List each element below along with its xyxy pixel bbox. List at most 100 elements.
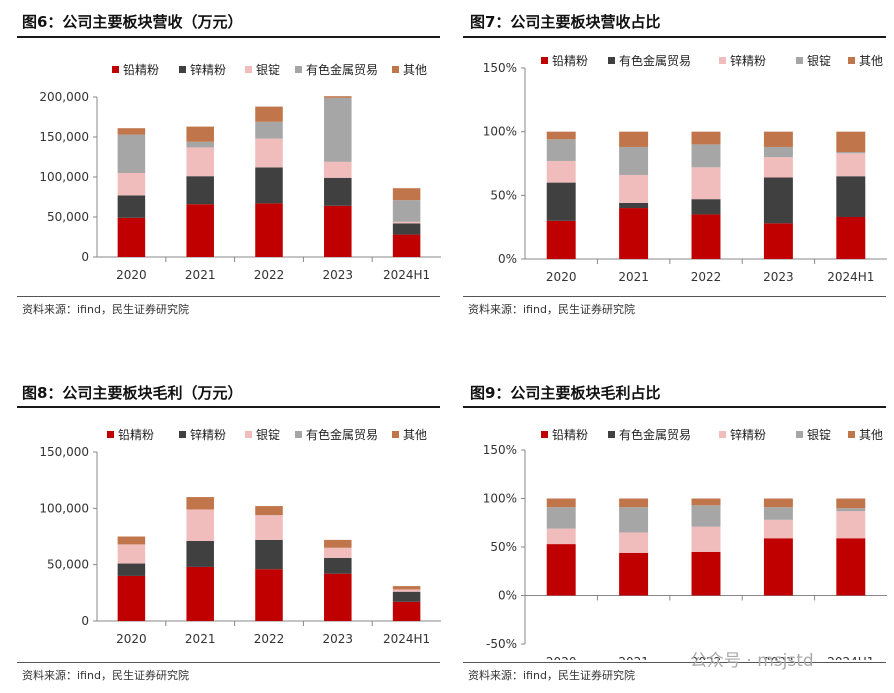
x-tick-label: 2023 xyxy=(323,632,354,646)
bar-segment xyxy=(392,221,421,224)
bar-segment xyxy=(186,541,214,567)
bar-segment xyxy=(619,202,649,209)
legend-swatch xyxy=(796,431,803,438)
bar-segment xyxy=(691,505,721,527)
x-tick-label: 2022 xyxy=(691,655,722,660)
bar-segment xyxy=(836,508,866,512)
source-rule xyxy=(463,662,886,663)
x-tick-label: 2023 xyxy=(323,268,354,282)
bar-segment xyxy=(392,200,421,222)
x-tick-label: 2024H1 xyxy=(383,268,430,282)
x-tick-label: 2020 xyxy=(546,655,577,660)
legend-label: 银锭 xyxy=(256,63,280,77)
bar-segment xyxy=(255,506,283,516)
bar-segment xyxy=(619,146,649,175)
bar-segment xyxy=(763,177,793,224)
legend-swatch xyxy=(245,66,252,73)
legend-swatch xyxy=(112,66,119,73)
legend-swatch xyxy=(295,431,302,438)
bar-segment xyxy=(836,216,866,259)
legend-label: 其他 xyxy=(859,428,883,442)
bar-segment xyxy=(836,153,866,177)
profit-chart: 0 50,000 100,000 150,000 2020 2021 2022 2023 202… xyxy=(39,427,441,646)
bar-segment xyxy=(186,566,214,621)
legend-swatch xyxy=(179,66,186,73)
bar-segment xyxy=(546,498,576,508)
bar-segment xyxy=(763,131,793,147)
bar-segment xyxy=(836,152,866,154)
bar-segment xyxy=(836,511,866,539)
bar-segment xyxy=(117,563,146,576)
bar-segment xyxy=(117,217,146,257)
legend-label: 有色金属贸易 xyxy=(619,427,691,442)
bar-segment xyxy=(546,131,576,140)
chart-title: 图7：公司主要板块营收占比 xyxy=(470,13,661,31)
legend-label: 其他 xyxy=(403,428,427,442)
bar-segment xyxy=(324,557,352,574)
legend-label: 银锭 xyxy=(256,428,280,442)
legend-label: 铅精粉 xyxy=(118,428,154,442)
bar-segment xyxy=(186,204,214,257)
x-tick-label: 2021 xyxy=(618,655,649,660)
legend-label: 锌精粉 xyxy=(730,54,766,68)
legend-label: 银锭 xyxy=(807,428,831,442)
bar-segment xyxy=(392,188,421,201)
bar-segment xyxy=(691,144,721,168)
bar-segment xyxy=(117,544,146,564)
source-note: 资料来源：ifind，民生证券研究院 xyxy=(468,669,635,682)
source-rule xyxy=(17,662,440,663)
x-tick-label: 2024H1 xyxy=(827,655,874,660)
y-tick-label: -50% xyxy=(486,637,517,651)
source-note: 资料来源：ifind，民生证券研究院 xyxy=(22,669,189,682)
x-tick-label: 2023 xyxy=(763,655,794,660)
bar-segment xyxy=(619,532,649,553)
bar-segment xyxy=(763,223,793,259)
bar-segment xyxy=(186,141,214,148)
bar-segment xyxy=(117,173,146,196)
legend-swatch xyxy=(796,57,803,64)
bar-segment xyxy=(324,97,352,162)
bar-segment xyxy=(255,167,283,204)
bar-segment xyxy=(763,157,793,178)
legend-label: 有色金属贸易 xyxy=(306,427,378,442)
x-tick-label: 2020 xyxy=(116,632,147,646)
bar-segment xyxy=(691,131,721,145)
y-tick-label: 50% xyxy=(490,540,517,554)
bar-segment xyxy=(392,223,421,235)
bar-segment xyxy=(691,214,721,259)
bar-segment xyxy=(255,121,283,139)
bar-segment xyxy=(255,106,283,122)
bar-segment xyxy=(763,146,793,158)
bar-segment xyxy=(392,591,421,602)
legend-swatch xyxy=(541,431,548,438)
bar-segment xyxy=(117,536,146,545)
legend-label: 铅精粉 xyxy=(552,428,588,442)
bar-segment xyxy=(619,174,649,203)
x-tick-label: 2024H1 xyxy=(383,632,430,646)
bar-segment xyxy=(691,526,721,552)
legend-swatch xyxy=(107,431,114,438)
legend-swatch xyxy=(245,431,252,438)
bar-segment xyxy=(255,515,283,540)
x-tick-label: 2020 xyxy=(116,268,147,282)
y-tick-label: 0% xyxy=(498,252,517,266)
bar-segment xyxy=(255,569,283,621)
legend-label: 有色金属贸易 xyxy=(306,62,378,77)
bar-segment xyxy=(619,552,649,596)
bar-segment xyxy=(324,177,352,206)
y-tick-label: 100,000 xyxy=(39,170,89,184)
legend-label: 其他 xyxy=(403,63,427,77)
legend-label: 锌精粉 xyxy=(190,63,226,77)
bar-segment xyxy=(546,139,576,161)
y-tick-label: 100,000 xyxy=(39,501,89,515)
x-tick-label: 2021 xyxy=(618,270,649,284)
bar-segment xyxy=(546,182,576,221)
source-rule xyxy=(463,296,886,297)
bar-segment xyxy=(691,167,721,200)
bar-segment xyxy=(691,551,721,596)
bar-segment xyxy=(691,498,721,506)
bar-segment xyxy=(392,589,421,592)
revenue-chart: 0 50,000 100,000 150,000 200,000 2020 2021 2022… xyxy=(39,62,441,282)
bar-segment xyxy=(255,539,283,570)
bar-segment xyxy=(691,199,721,215)
